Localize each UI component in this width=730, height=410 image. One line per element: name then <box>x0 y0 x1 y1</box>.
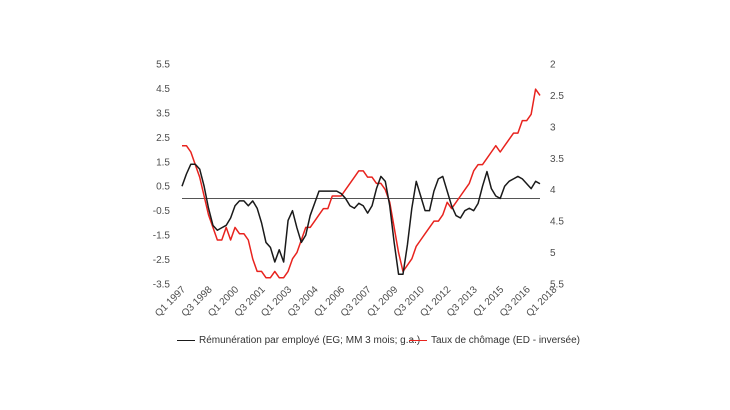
right-tick-label: 2 <box>550 60 556 71</box>
series-group <box>181 88 541 279</box>
legend: Rémunération par employé (EG; MM 3 mois;… <box>0 335 730 351</box>
legend-label-chomage: Taux de chômage (ED - inversée) <box>431 335 580 346</box>
left-tick-label: 4.5 <box>156 84 170 95</box>
left-tick-label: -2.5 <box>153 255 171 266</box>
right-tick-label: 3 <box>550 122 556 133</box>
left-tick-label: -3.5 <box>153 280 171 291</box>
left-tick-label: -0.5 <box>153 206 171 217</box>
left-tick-label: 2.5 <box>156 133 170 144</box>
legend-label-remuneration: Rémunération par employé (EG; MM 3 mois;… <box>199 335 421 346</box>
left-tick-label: -1.5 <box>153 231 171 242</box>
right-tick-label: 4.5 <box>550 217 564 228</box>
series-line-remuneration <box>181 163 541 275</box>
legend-swatch-remuneration <box>177 340 195 341</box>
legend-swatch-chomage <box>409 340 427 341</box>
left-tick-label: 1.5 <box>156 157 170 168</box>
left-axis: 5.5 4.5 3.5 2.5 1.5 0.5 -0.5 -1.5 -2.5 -3.5 <box>153 60 171 291</box>
left-tick-label: 3.5 <box>156 108 170 119</box>
series-line-chomage <box>182 88 541 279</box>
left-tick-label: 0.5 <box>156 182 170 193</box>
legend-item-chomage: Taux de chômage (ED - inversée) <box>409 335 580 346</box>
right-tick-label: 2.5 <box>550 91 564 102</box>
left-tick-label: 5.5 <box>156 60 170 71</box>
right-tick-label: 5.5 <box>550 280 564 291</box>
right-tick-label: 4 <box>550 185 556 196</box>
right-axis: 2 2.5 3 3.5 4 4.5 5 5.5 <box>550 60 564 291</box>
legend-item-remuneration: Rémunération par employé (EG; MM 3 mois;… <box>177 335 420 346</box>
right-tick-label: 5 <box>550 248 556 259</box>
right-tick-label: 3.5 <box>550 154 564 165</box>
